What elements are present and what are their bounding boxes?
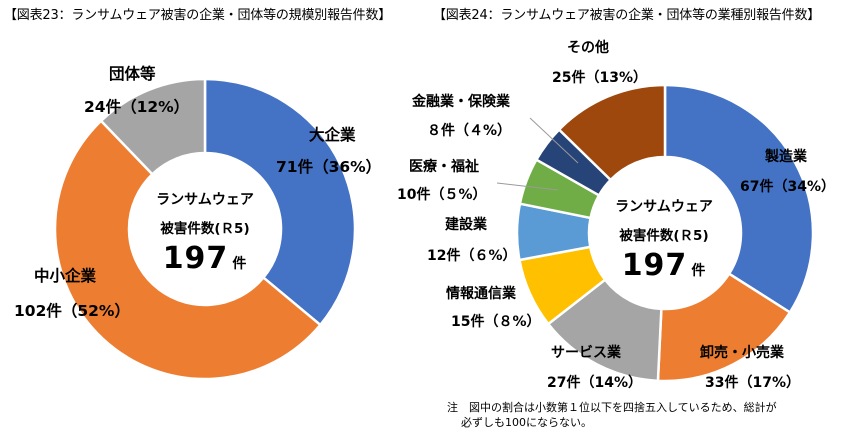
center-line-1: ランサムウェア <box>615 199 713 215</box>
slice-size-0 <box>203 77 357 327</box>
footnote-line-2: 必ずしも100にならない。 <box>461 416 592 429</box>
slice-name-services: サービス業 <box>551 345 621 361</box>
slice-label-services: 27件（14%） <box>547 375 642 391</box>
slice-label-finance-insurance: ８件（４%） <box>427 123 512 139</box>
center-unit: 件 <box>232 256 248 272</box>
slice-name-medical-welfare: 医療・福祉 <box>409 159 479 175</box>
chart-title-size: 【図表23：ランサムウェア被害の企業・団体等の規模別報告件数】 <box>4 8 392 23</box>
center-line-1: ランサムウェア <box>156 192 254 208</box>
footnote: 注 図中の割合は小数第１位以下を四捨五入しているため、総計が 必ずしも100にな… <box>447 400 777 430</box>
slice-label-manufacturing: 67件（34%） <box>740 179 835 195</box>
slice-name-large-enterprise: 大企業 <box>309 126 356 144</box>
center-line-2: 被害件数(Ｒ5) <box>160 221 250 237</box>
center-line-2: 被害件数(Ｒ5) <box>619 228 709 244</box>
slice-industry-7 <box>557 83 667 182</box>
chart-title-industry: 【図表24：ランサムウェア被害の企業・団体等の業種別報告件数】 <box>433 8 821 23</box>
slice-industry-0 <box>663 83 815 315</box>
donut-center-industry: ランサムウェア 被害件数(Ｒ5) 197 件 <box>574 196 754 283</box>
leader-finance <box>529 117 579 164</box>
slice-name-organizations: 団体等 <box>109 65 156 83</box>
center-total: 197 <box>162 241 229 276</box>
slice-label-construction: 12件（６%） <box>427 248 517 264</box>
donut-center-size: ランサムウェア 被害件数(Ｒ5) 197 件 <box>115 189 295 276</box>
slice-name-other: その他 <box>567 40 609 56</box>
slice-label-organizations: 24件（12%） <box>84 98 190 116</box>
slice-name-construction: 建設業 <box>445 217 487 233</box>
slice-size-2 <box>99 77 207 176</box>
slice-label-ict: 15件（８%） <box>451 314 541 330</box>
slice-name-manufacturing: 製造業 <box>765 149 807 165</box>
slice-name-ict: 情報通信業 <box>446 286 516 302</box>
slice-size-1 <box>53 119 323 381</box>
center-total: 197 <box>621 248 688 283</box>
slice-label-sme: 102件（52%） <box>14 302 130 320</box>
slice-name-finance-insurance: 金融業・保険業 <box>412 94 510 110</box>
slice-name-wholesale-retail: 卸売・小売業 <box>700 345 784 361</box>
footnote-line-1: 注 図中の割合は小数第１位以下を四捨五入しているため、総計が <box>447 401 777 414</box>
slice-label-large-enterprise: 71件（36%） <box>276 158 382 176</box>
slice-name-sme: 中小企業 <box>34 267 97 285</box>
leader-medical <box>496 182 559 191</box>
center-unit: 件 <box>691 263 707 279</box>
slice-label-other: 25件（13%） <box>552 70 647 86</box>
slice-label-medical-welfare: 10件（５%） <box>397 187 487 203</box>
slice-label-wholesale-retail: 33件（17%） <box>705 375 800 391</box>
